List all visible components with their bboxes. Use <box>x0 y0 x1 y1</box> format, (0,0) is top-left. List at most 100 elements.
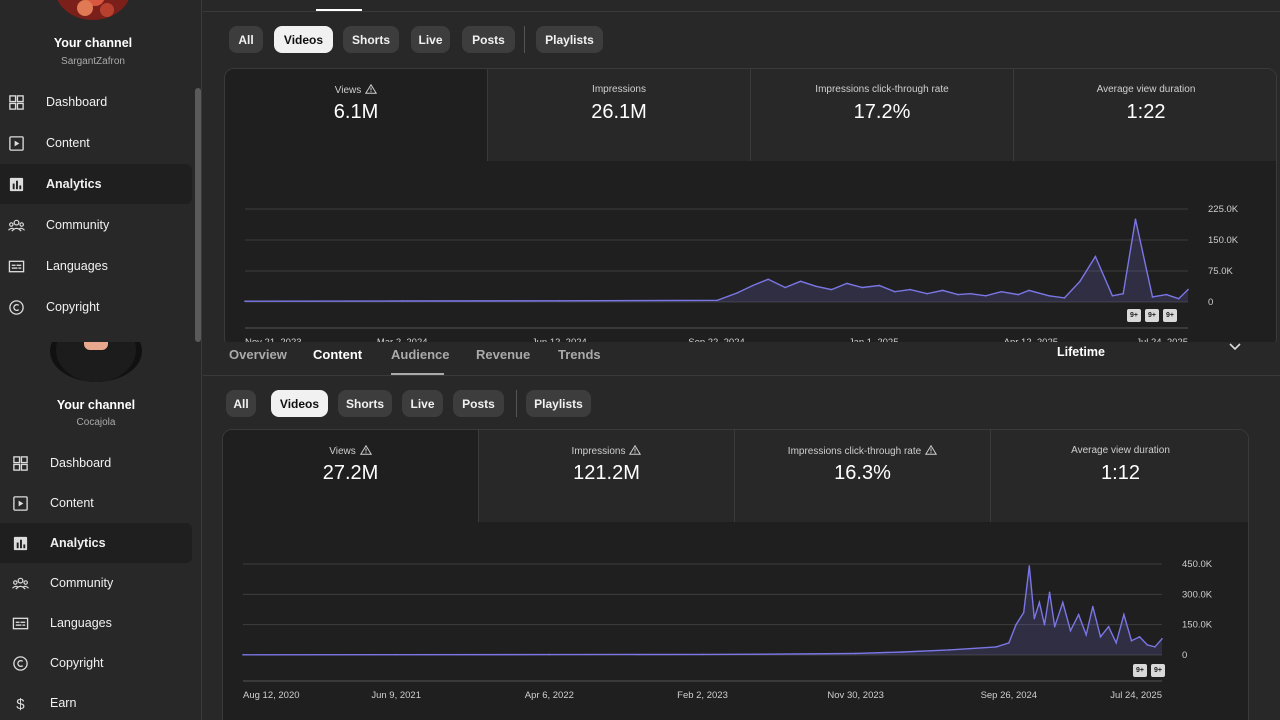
sidebar-item-dashboard[interactable]: Dashboard <box>0 443 192 483</box>
tabs-divider <box>203 11 1280 12</box>
tab-trends[interactable]: Trends <box>558 347 601 362</box>
annotation-badge[interactable]: 9+ <box>1145 309 1159 322</box>
sidebar-item-label: Community <box>50 576 114 590</box>
data-point <box>1154 646 1156 648</box>
sidebar-item-community[interactable]: Community <box>0 563 192 603</box>
channel-title[interactable]: Your channel <box>56 398 136 412</box>
data-point <box>395 653 397 656</box>
x-tick-label: Jan 1, 2025 <box>849 337 899 342</box>
data-point <box>985 295 987 297</box>
metric-card-views[interactable]: Views 6.1M <box>225 69 488 161</box>
data-point <box>1077 613 1080 616</box>
metrics-panel: Views 27.2M Impressions 121.2M Impressions c… <box>222 429 1249 720</box>
x-tick-label: Jul 24, 2025 <box>1110 690 1162 701</box>
series-area <box>243 566 1162 655</box>
chip-live[interactable]: Live <box>411 26 450 53</box>
series-line[interactable] <box>242 565 1163 656</box>
series-line[interactable] <box>244 219 1189 302</box>
channel-title[interactable]: Your channel <box>53 36 133 50</box>
data-point <box>548 653 550 656</box>
metric-value: 26.1M <box>591 101 647 123</box>
metric-card-impressions-click-through-rate[interactable]: Impressions click-through rate 17.2% <box>751 69 1014 161</box>
avatar-image <box>50 342 142 382</box>
metric-value: 1:22 <box>1126 101 1166 123</box>
tab-overview[interactable]: Overview <box>229 347 287 362</box>
analytics-main: All Videos Shorts Live Posts Playlists Views 6… <box>203 0 1280 342</box>
metric-label: Views <box>225 83 487 96</box>
metric-card-impressions[interactable]: Impressions 26.1M <box>488 69 751 161</box>
metric-card-average-view-duration[interactable]: Average view duration 1:12 <box>991 430 1248 522</box>
data-point <box>1048 295 1050 297</box>
sidebar-item-label: Analytics <box>46 177 102 191</box>
channel-handle: Cocajola <box>76 417 116 428</box>
chip-posts[interactable]: Posts <box>462 26 515 53</box>
sidebar-item-content[interactable]: Content <box>0 483 192 523</box>
chevron-down-icon[interactable] <box>1227 342 1243 354</box>
data-point <box>1062 601 1064 604</box>
top-screenshot: Your channel SargantZafron Dashboard Cont… <box>0 0 1280 342</box>
sidebar-item-analytics[interactable]: Analytics <box>0 164 192 204</box>
metric-card-average-view-duration[interactable]: Average view duration 1:22 <box>1014 69 1276 161</box>
metric-value: 16.3% <box>834 462 891 484</box>
sidebar-item-content[interactable]: Content <box>0 123 192 163</box>
content-icon <box>11 494 29 512</box>
chip-shorts[interactable]: Shorts <box>338 390 392 417</box>
tab-audience[interactable]: Audience <box>391 347 450 362</box>
sidebar-item-label: Community <box>46 218 110 232</box>
data-point <box>901 651 904 653</box>
tab-content[interactable]: Content <box>313 347 363 362</box>
chip-videos[interactable]: Videos <box>271 390 328 417</box>
x-tick-label: Nov 30, 2023 <box>827 690 884 701</box>
data-point <box>830 288 833 291</box>
chip-posts[interactable]: Posts <box>453 390 504 417</box>
tab-revenue[interactable]: Revenue <box>476 347 531 362</box>
data-point <box>957 293 959 296</box>
annotation-badge[interactable]: 9+ <box>1151 664 1165 677</box>
chip-playlists[interactable]: Playlists <box>536 26 603 53</box>
data-point <box>767 278 769 281</box>
x-tick-label: Mar 2, 2024 <box>377 337 428 342</box>
metric-card-views[interactable]: Views 27.2M <box>223 430 479 522</box>
channel-avatar[interactable] <box>50 342 142 382</box>
chip-shorts[interactable]: Shorts <box>343 26 399 53</box>
channel-avatar[interactable] <box>55 0 131 20</box>
sidebar-item-dashboard[interactable]: Dashboard <box>0 82 192 122</box>
sidebar: Your channel Cocajola Dashboard Content An… <box>0 342 202 720</box>
annotation-badge[interactable]: 9+ <box>1163 309 1177 322</box>
metric-card-impressions-click-through-rate[interactable]: Impressions click-through rate 16.3% <box>735 430 991 522</box>
sidebar-item-label: Copyright <box>50 656 104 670</box>
data-point <box>941 289 944 292</box>
annotation-badge[interactable]: 9+ <box>1133 664 1147 677</box>
data-point <box>1043 623 1046 626</box>
annotation-badge[interactable]: 9+ <box>1127 309 1141 322</box>
sidebar-item-languages[interactable]: Languages <box>0 246 192 286</box>
chip-all[interactable]: All <box>229 26 263 53</box>
sidebar-scrollbar[interactable] <box>195 88 201 342</box>
x-tick-label: Jun 12, 2024 <box>532 337 587 342</box>
data-point <box>1015 623 1017 626</box>
sidebar-item-analytics[interactable]: Analytics <box>0 523 192 563</box>
data-point <box>1094 255 1097 258</box>
svg-text:$: $ <box>16 696 25 712</box>
sidebar-item-earn[interactable]: $ Earn <box>0 683 192 720</box>
period-selector-value[interactable]: Lifetime <box>1057 345 1105 359</box>
languages-icon <box>7 257 25 275</box>
sidebar-item-copyright[interactable]: Copyright <box>0 287 192 327</box>
chip-live[interactable]: Live <box>402 390 443 417</box>
chip-all[interactable]: All <box>226 390 256 417</box>
data-point <box>1151 296 1154 298</box>
metric-label-text: Views <box>329 446 356 457</box>
sidebar-item-label: Content <box>50 496 94 510</box>
chip-videos[interactable]: Videos <box>274 26 333 53</box>
views-chart: 450.0K 300.0K 150.0K 0 Aug 12, 2020 Jun 9, 20… <box>242 559 1213 701</box>
sidebar-item-community[interactable]: Community <box>0 205 192 245</box>
channel-handle: SargantZafron <box>61 56 125 67</box>
data-point <box>1187 288 1189 291</box>
data-point <box>736 292 739 294</box>
sidebar-item-copyright[interactable]: Copyright <box>0 643 192 683</box>
sidebar-item-languages[interactable]: Languages <box>0 603 192 643</box>
sidebar-item-label: Languages <box>46 259 108 273</box>
metric-card-impressions[interactable]: Impressions 121.2M <box>479 430 735 522</box>
x-tick-label: Sep 22, 2024 <box>688 337 745 342</box>
chip-playlists[interactable]: Playlists <box>526 390 591 417</box>
